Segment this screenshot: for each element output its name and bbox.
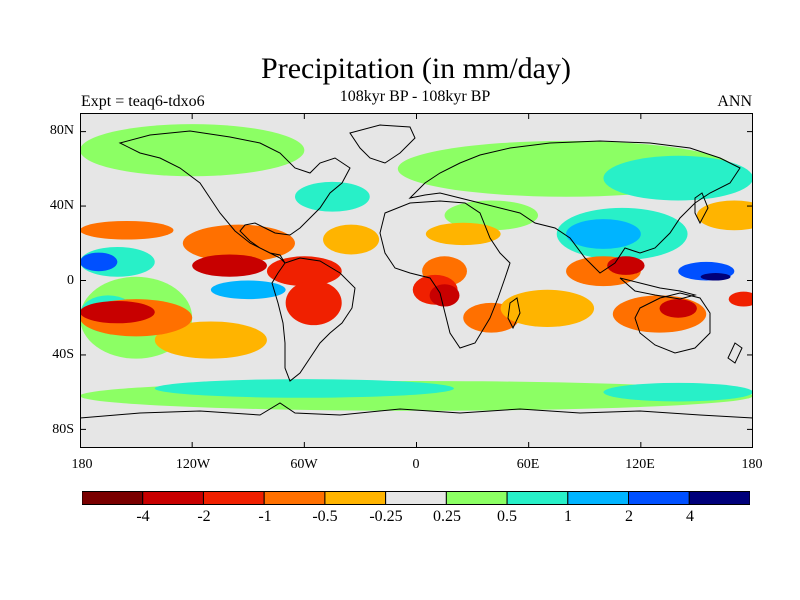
precip-anomaly-region xyxy=(266,256,342,287)
precip-anomaly-region xyxy=(728,291,753,307)
coastline-south-america xyxy=(271,257,356,382)
colorbar-swatch xyxy=(506,491,569,505)
colorbar-swatch xyxy=(142,491,204,505)
precip-contour-fills xyxy=(80,124,753,411)
precip-anomaly-region xyxy=(80,252,118,272)
precipitation-map xyxy=(80,113,753,448)
colorbar-swatch xyxy=(688,491,750,505)
coastline-greenland xyxy=(349,124,416,164)
colorbar-swatch xyxy=(202,491,265,505)
precip-anomaly-region xyxy=(700,273,731,281)
colorbar-label: -0.5 xyxy=(312,508,338,525)
coastlines xyxy=(80,124,753,419)
precip-anomaly-region xyxy=(210,280,286,300)
colorbar-swatch xyxy=(385,491,447,505)
colorbar-label: -0.25 xyxy=(369,508,403,525)
lat-tick-label: 40S xyxy=(52,347,74,362)
precip-anomaly-region xyxy=(323,224,380,255)
coastline-madagascar xyxy=(507,297,521,330)
coastline-antarctica xyxy=(80,402,753,419)
lon-tick-label: 180 xyxy=(741,457,763,472)
precip-anomaly-region xyxy=(192,254,267,277)
precip-anomaly-region xyxy=(429,284,460,307)
lon-tick-label: 0 xyxy=(412,457,420,472)
precip-anomaly-region xyxy=(80,220,174,240)
lon-tick-label: 180 xyxy=(71,457,93,472)
colorbar-swatch xyxy=(445,491,508,505)
precip-anomaly-region xyxy=(696,200,753,231)
colorbar-swatch xyxy=(628,491,690,505)
lon-tick-label: 120W xyxy=(175,457,211,472)
page-subtitle: 108kyr BP - 108kyr BP xyxy=(339,88,491,105)
precip-anomaly-region xyxy=(566,219,641,249)
coastline-new-zealand xyxy=(727,342,743,364)
lat-tick-label: 80N xyxy=(49,123,74,138)
axis-ticks xyxy=(80,113,753,448)
colorbar-swatch xyxy=(263,491,326,505)
precip-anomaly-region xyxy=(154,379,454,398)
season-label: ANN xyxy=(717,93,752,110)
colorbar-label: -4 xyxy=(136,508,150,525)
precip-anomaly-region xyxy=(285,280,342,326)
lon-tick-label: 60E xyxy=(516,457,540,472)
lon-tick-label: 60W xyxy=(290,457,318,472)
colorbar-label: 2 xyxy=(625,508,633,525)
experiment-label: Expt = teaq6-tdxo6 xyxy=(81,93,205,110)
lat-tick-label: 80S xyxy=(52,422,74,437)
coastline-eurasia xyxy=(408,140,741,274)
precip-anomaly-region xyxy=(425,222,501,246)
colorbar-swatch xyxy=(324,491,387,505)
colorbar-swatch xyxy=(82,491,144,505)
coastline-japan xyxy=(694,192,709,225)
colorbar-label: 0.5 xyxy=(497,508,517,525)
precip-anomaly-region xyxy=(80,124,305,177)
colorbar-label: 0.25 xyxy=(433,508,461,525)
precip-anomaly-region xyxy=(154,321,267,359)
colorbar-swatch xyxy=(567,491,630,505)
colorbar-label: -1 xyxy=(258,508,272,525)
precip-anomaly-region xyxy=(607,256,645,275)
lat-tick-label: 0 xyxy=(67,273,74,288)
precip-anomaly-region xyxy=(444,200,539,231)
precip-anomaly-region xyxy=(603,155,753,201)
lon-tick-label: 120E xyxy=(625,457,655,472)
lat-tick-label: 40N xyxy=(49,198,74,213)
precip-anomaly-region xyxy=(80,300,155,324)
colorbar-label: -2 xyxy=(197,508,211,525)
precip-anomaly-region xyxy=(603,382,753,402)
colorbar xyxy=(82,491,750,505)
colorbar-label: 1 xyxy=(564,508,572,525)
precip-anomaly-region xyxy=(182,224,295,262)
page-title: Precipitation (in mm/day) xyxy=(261,52,571,85)
coastline-australia xyxy=(634,292,711,354)
colorbar-label: 4 xyxy=(686,508,694,525)
precip-anomaly-region xyxy=(500,289,595,328)
coastline-indonesia xyxy=(619,277,697,300)
coastline-africa xyxy=(379,200,511,349)
coastline-north-america xyxy=(118,130,351,264)
precip-anomaly-region xyxy=(294,181,370,212)
precip-anomaly-region xyxy=(659,299,697,318)
